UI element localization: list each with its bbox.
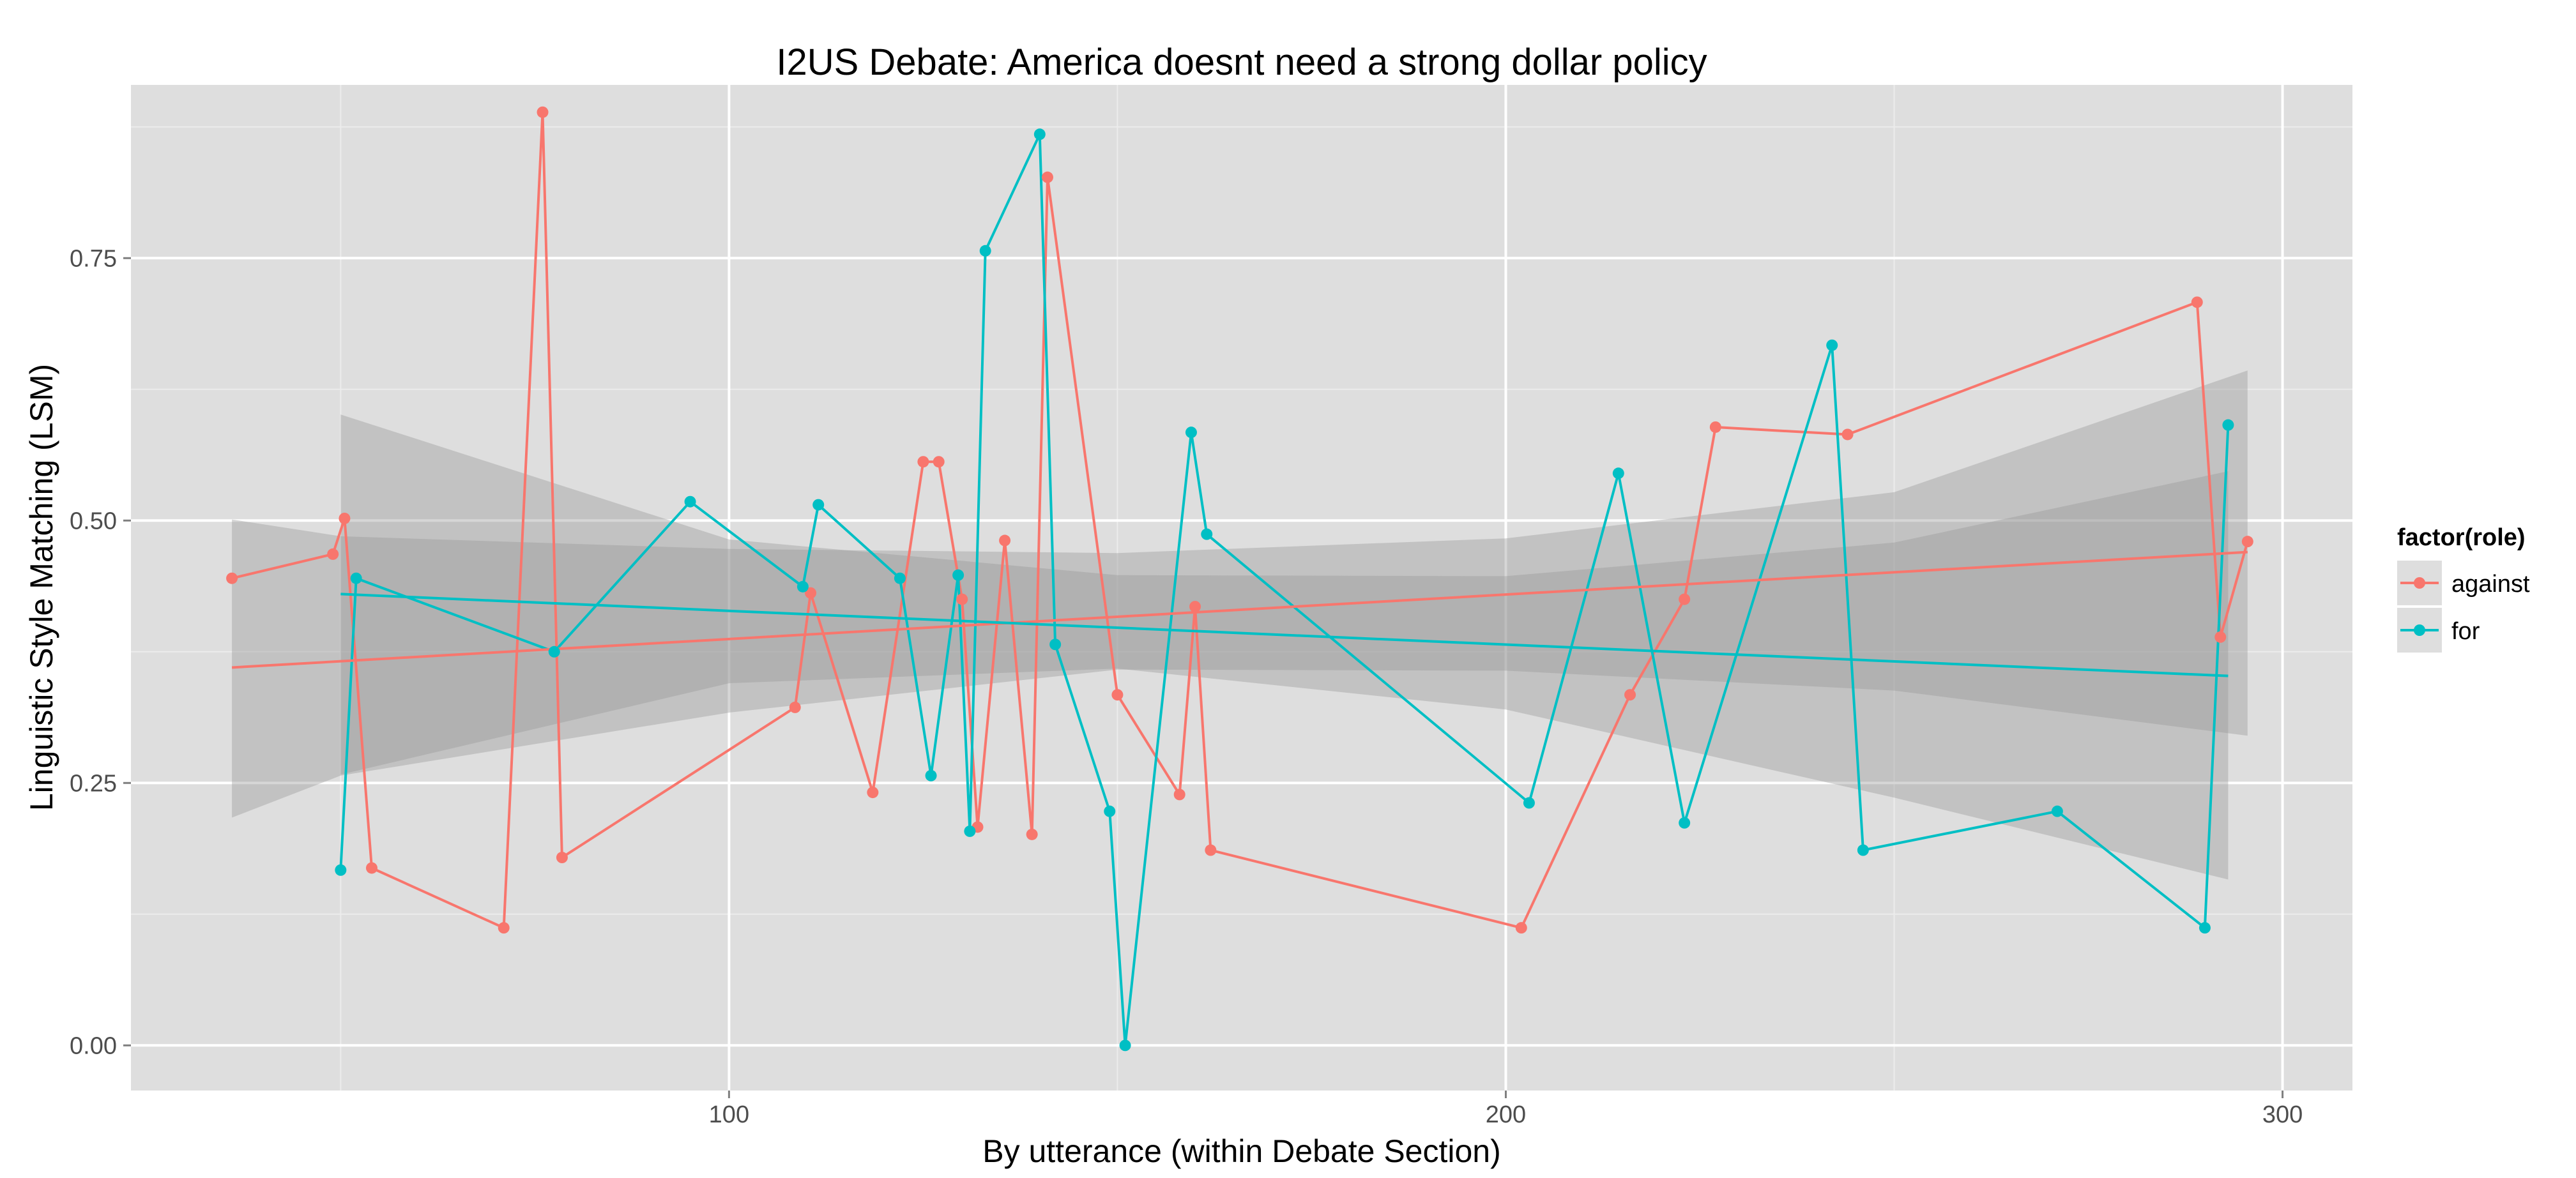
trend-line-against [231, 550, 2248, 669]
data-point-for [952, 569, 964, 581]
y-axis-ticks: 0.00 0.25 0.50 0.75 [70, 245, 131, 1059]
legend-label-for: for [2451, 618, 2480, 645]
data-point-against [327, 548, 339, 560]
legend: factor(role) against for [2397, 524, 2530, 653]
data-point-against [1173, 789, 1185, 801]
x-axis-ticks: 100 200 300 [709, 1091, 2303, 1128]
trend-line-for [340, 593, 2229, 677]
data-point-against [365, 862, 377, 874]
data-point-against [1205, 844, 1217, 856]
minor-gridlines [131, 85, 2352, 1091]
data-point-for [1523, 797, 1535, 809]
data-point-for [964, 825, 976, 837]
data-point-for [335, 864, 347, 876]
data-point-against [2191, 296, 2203, 308]
series-points [226, 106, 2253, 1052]
data-point-against [1841, 428, 1854, 441]
confidence-band-against [232, 370, 2248, 818]
data-point-for [979, 245, 991, 257]
legend-item-against: against [2397, 561, 2530, 605]
data-point-for [1049, 638, 1062, 651]
data-point-for [796, 580, 809, 593]
data-point-for [1857, 844, 1869, 856]
data-point-against [226, 572, 238, 584]
data-point-for [1201, 528, 1213, 540]
data-point-against [1624, 689, 1636, 701]
data-point-against [2214, 631, 2227, 643]
data-point-against [1041, 171, 1053, 183]
data-point-for [684, 495, 696, 508]
data-point-for [1679, 817, 1691, 829]
x-axis-title: By utterance (within Debate Section) [982, 1133, 1501, 1169]
y-axis-title: Linguistic Style Matching (LSM) [24, 364, 59, 811]
data-point-for [2222, 419, 2234, 431]
data-point-for [925, 769, 937, 782]
data-point-against [498, 922, 510, 934]
x-tick-label: 200 [1486, 1101, 1526, 1128]
legend-title: factor(role) [2397, 524, 2526, 551]
legend-key-point-for [2414, 624, 2425, 636]
y-tick-label: 0.75 [70, 245, 117, 272]
data-point-against [917, 456, 929, 468]
x-tick-label: 100 [709, 1101, 749, 1128]
y-tick-label: 0.50 [70, 508, 117, 534]
data-point-for [1826, 339, 1838, 351]
legend-item-for: for [2397, 608, 2480, 653]
data-point-for [812, 499, 825, 511]
data-point-against [1111, 689, 1124, 701]
data-point-against [339, 512, 351, 524]
data-point-against [1026, 828, 1038, 840]
data-point-against [1679, 593, 1691, 605]
confidence-band-for [340, 414, 2229, 880]
data-point-against [1709, 421, 1721, 433]
data-point-against [933, 456, 945, 468]
data-point-against [2241, 536, 2253, 548]
data-point-against [956, 593, 968, 605]
major-gridlines [131, 85, 2352, 1091]
y-tick-label: 0.00 [70, 1032, 117, 1059]
x-tick-label: 300 [2262, 1101, 2303, 1128]
data-point-against [1189, 601, 1201, 613]
data-point-for [1104, 805, 1116, 817]
data-point-for [2199, 922, 2211, 934]
data-point-for [548, 646, 560, 658]
confidence-bands [232, 370, 2248, 880]
data-point-for [1119, 1039, 1131, 1052]
data-point-against [789, 701, 801, 713]
legend-label-against: against [2451, 571, 2530, 598]
data-point-against [537, 106, 549, 118]
data-point-against [999, 534, 1011, 547]
data-point-against [1515, 922, 1527, 934]
data-point-for [350, 572, 362, 584]
data-point-against [556, 852, 568, 864]
data-point-for [894, 572, 906, 584]
data-point-for [1185, 427, 1197, 439]
data-point-for [1612, 467, 1624, 480]
data-point-for [2051, 805, 2063, 817]
data-point-against [805, 587, 817, 599]
data-point-for [1033, 128, 1046, 140]
trend-lines [231, 550, 2248, 677]
chart-title: I2US Debate: America doesnt need a stron… [776, 42, 1707, 83]
legend-key-point-against [2414, 577, 2425, 589]
data-point-against [867, 787, 879, 799]
y-tick-label: 0.25 [70, 770, 117, 797]
